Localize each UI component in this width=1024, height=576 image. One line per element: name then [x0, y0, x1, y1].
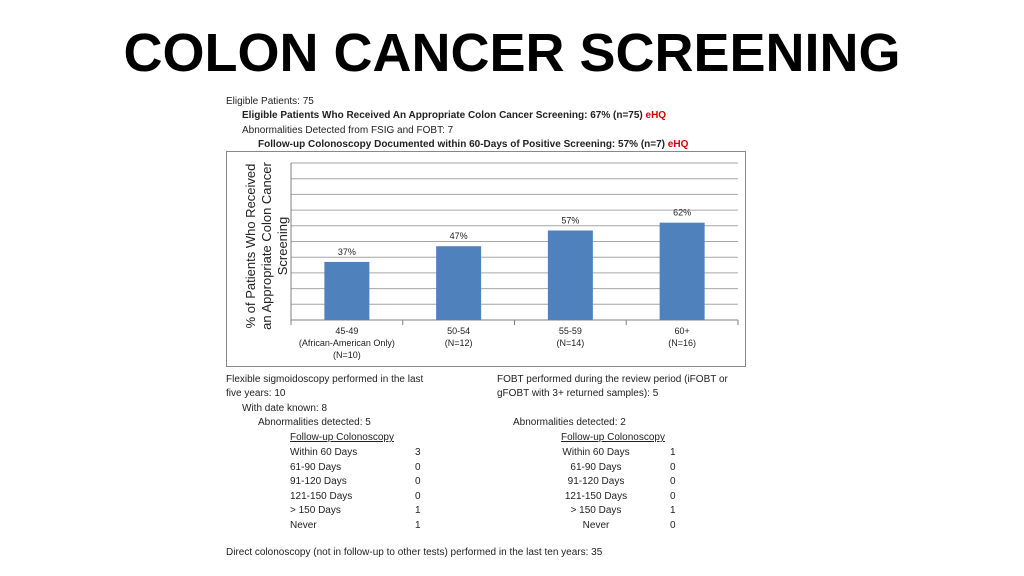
- fsig-line-2: five years: 10: [226, 388, 286, 399]
- x-tick-label: (N=10): [333, 350, 361, 360]
- fsig-row-label: 91-120 Days: [290, 476, 347, 487]
- fobt-row-value: 0: [670, 461, 676, 473]
- fsig-row-label: Within 60 Days: [290, 447, 358, 458]
- fsig-row-label: > 150 Days: [290, 505, 341, 516]
- fsig-row-value: 0: [415, 476, 421, 487]
- received-screening: Eligible Patients Who Received An Approp…: [242, 110, 666, 121]
- data-label: 47%: [450, 231, 468, 241]
- x-tick-label: (N=14): [556, 338, 584, 348]
- fobt-abnormalities: Abnormalities detected: 2: [513, 417, 626, 428]
- fsig-row-value: 0: [415, 490, 421, 502]
- x-tick-label: 45-49: [335, 326, 358, 336]
- fobt-row-label: 121-150 Days: [564, 490, 628, 502]
- chart-frame: [226, 151, 746, 367]
- fobt-row-value: 0: [670, 519, 676, 531]
- x-tick-label: (African-American Only): [299, 338, 395, 348]
- received-screening-text: Eligible Patients Who Received An Approp…: [242, 110, 643, 121]
- x-tick-label: (N=12): [445, 338, 473, 348]
- bar: [547, 230, 593, 320]
- followup-documented: Follow-up Colonoscopy Documented within …: [258, 139, 688, 150]
- fobt-row-value: 1: [670, 505, 676, 516]
- fsig-date-known: With date known: 8: [242, 403, 328, 414]
- fobt-row-label: 61-90 Days: [570, 461, 622, 473]
- data-label: 57%: [561, 216, 579, 226]
- fsig-row-value: 1: [415, 505, 421, 516]
- x-tick-label: (N=16): [668, 338, 696, 348]
- fsig-row-value: 0: [415, 461, 421, 473]
- fobt-row-label: 91-120 Days: [567, 476, 625, 487]
- x-tick-label: 55-59: [559, 326, 582, 336]
- fobt-followup-header: Follow-up Colonoscopy: [561, 432, 665, 443]
- ehq-tag: eHQ: [667, 139, 689, 150]
- page-title: COLON CANCER SCREENING: [123, 23, 901, 83]
- fobt-row-value: 0: [670, 490, 676, 502]
- fsig-line-1: Flexible sigmoidoscopy performed in the …: [226, 374, 424, 385]
- fsig-row-label: Never: [290, 519, 317, 531]
- fsig-followup-header: Follow-up Colonoscopy: [290, 432, 394, 443]
- fobt-line-2: gFOBT with 3+ returned samples): 5: [497, 388, 659, 399]
- fobt-row-value: 0: [670, 476, 676, 487]
- fsig-row-value: 3: [415, 447, 421, 458]
- followup-documented-text: Follow-up Colonoscopy Documented within …: [258, 139, 666, 150]
- fsig-row-label: 121-150 Days: [290, 490, 353, 502]
- bar: [436, 246, 482, 320]
- fsig-row-value: 1: [415, 519, 421, 531]
- fobt-row-label: Within 60 Days: [562, 447, 630, 458]
- fobt-row-label: > 150 Days: [570, 505, 622, 516]
- fsig-row-label: 61-90 Days: [290, 461, 342, 473]
- eligible-patients: Eligible Patients: 75: [226, 96, 314, 107]
- bar: [324, 261, 370, 320]
- direct-colonoscopy-note: Direct colonoscopy (not in follow-up to …: [226, 547, 603, 558]
- x-tick-label: 50-54: [447, 326, 470, 336]
- fsig-abnormalities: Abnormalities detected: 5: [258, 417, 371, 428]
- bar: [659, 222, 705, 320]
- abnormalities-detected: Abnormalities Detected from FSIG and FOB…: [242, 125, 454, 136]
- fobt-row-value: 1: [670, 447, 676, 458]
- fobt-line-1: FOBT performed during the review period …: [497, 374, 728, 385]
- data-label: 37%: [338, 247, 356, 257]
- fobt-row-label: Never: [582, 519, 610, 531]
- x-tick-label: 60+: [674, 326, 689, 336]
- ehq-tag: eHQ: [645, 110, 667, 121]
- data-label: 62%: [673, 208, 691, 218]
